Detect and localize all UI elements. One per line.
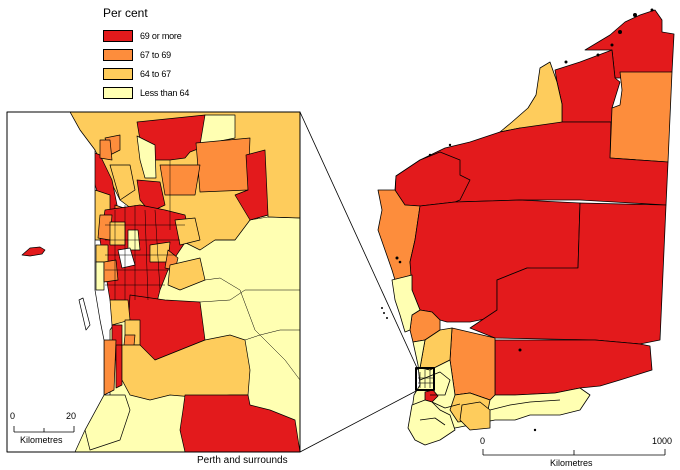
legend-swatch xyxy=(103,48,133,61)
inset-connector-top xyxy=(299,111,419,371)
inset-scale-max: 20 xyxy=(66,411,77,421)
region-coast-low xyxy=(391,274,421,333)
region-goldfields-east xyxy=(469,202,667,345)
inset-map xyxy=(6,111,301,453)
legend: Per cent 69 or more 67 to 69 64 to 67 Le… xyxy=(103,6,243,103)
legend-swatch xyxy=(103,67,133,80)
legend-label: 67 to 69 xyxy=(140,49,171,60)
inset-scale-min: 0 xyxy=(10,411,16,421)
legend-swatch xyxy=(103,29,133,42)
legend-item-less-than-64: Less than 64 xyxy=(103,84,243,101)
main-map xyxy=(377,8,675,446)
legend-swatch xyxy=(103,86,133,99)
inset-region-south-east-red xyxy=(179,394,300,452)
region-south-west xyxy=(407,399,456,446)
inset-caption: Perth and surrounds xyxy=(197,455,288,466)
region-goldfields-south xyxy=(494,339,653,396)
inset-region-south-orange xyxy=(121,334,251,401)
main-scale-unit: Kilometres xyxy=(550,458,593,468)
rottnest-island xyxy=(21,246,46,257)
legend-title: Per cent xyxy=(103,6,148,20)
legend-label: 64 to 67 xyxy=(140,68,171,79)
inset-scale-bar xyxy=(13,426,75,433)
inset-scale-unit: Kilometres xyxy=(20,435,63,445)
region-broome xyxy=(499,61,563,133)
inset-frame xyxy=(6,111,301,453)
region-wheatbelt-north xyxy=(449,327,496,401)
inset-locator-box xyxy=(415,367,435,391)
region-esperance-west xyxy=(459,401,491,431)
legend-label: 69 or more xyxy=(140,30,182,41)
main-scale-min: 0 xyxy=(480,436,486,446)
legend-item-64-to-67: 64 to 67 xyxy=(103,65,243,82)
inset-connector-bottom xyxy=(299,389,419,453)
legend-item-67-to-69: 67 to 69 xyxy=(103,46,243,63)
region-gascoyne-north xyxy=(394,151,471,207)
region-kimberley-west xyxy=(554,49,622,123)
main-scale-max: 1000 xyxy=(652,436,673,446)
legend-label: Less than 64 xyxy=(140,87,190,98)
islands xyxy=(381,8,654,432)
legend-item-69-or-more: 69 or more xyxy=(103,27,243,44)
main-scale-bar xyxy=(482,449,666,456)
